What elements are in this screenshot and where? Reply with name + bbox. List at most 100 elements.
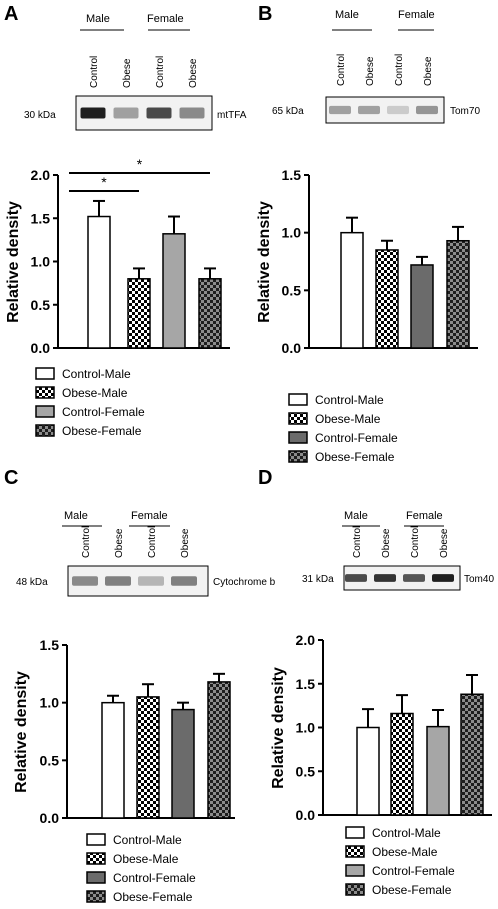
sex-label: Male <box>344 510 368 522</box>
blot-band <box>179 107 205 119</box>
bar-2 <box>390 712 414 816</box>
lane-label: Control <box>352 526 363 558</box>
y-axis-label: Relative density <box>13 671 30 793</box>
y-tick-label: 0.0 <box>296 807 316 823</box>
blot-band <box>113 107 139 119</box>
legend-label: Control-Female <box>113 871 196 885</box>
bar-4 <box>446 239 470 349</box>
lane-label: Obese <box>365 56 376 86</box>
y-tick-label: 0.5 <box>296 763 316 779</box>
blot-band <box>146 107 172 119</box>
bar-4 <box>460 693 484 816</box>
legend-swatch <box>345 883 365 896</box>
y-tick-label: 2.0 <box>296 632 316 648</box>
y-axis-label: Relative density <box>5 201 22 323</box>
bar-1 <box>101 701 125 819</box>
blot-band <box>345 574 367 582</box>
blot-band <box>105 576 131 586</box>
protein-label: Tom70 <box>450 106 480 117</box>
legend-swatch <box>35 405 55 418</box>
legend-label: Obese-Female <box>372 883 452 897</box>
bar-4 <box>207 681 231 819</box>
y-axis-label: Relative density <box>256 201 273 323</box>
legend-swatch <box>35 424 55 437</box>
y-tick-label: 0.0 <box>282 340 302 356</box>
sex-label: Male <box>335 9 359 21</box>
bar-1 <box>87 215 111 349</box>
protein-label: Cytochrome b <box>213 577 276 588</box>
sex-label: Female <box>406 510 443 522</box>
lane-label: Control <box>89 56 100 88</box>
y-tick-label: 1.0 <box>296 720 316 736</box>
legend-label: Control-Male <box>372 826 441 840</box>
legend-label: Control-Male <box>113 833 182 847</box>
y-tick-label: 0.5 <box>40 752 60 768</box>
legend-label: Obese-Female <box>113 890 193 904</box>
significance-star: * <box>137 156 143 172</box>
legend-swatch <box>288 412 308 425</box>
bar-2 <box>127 278 151 349</box>
lane-label: Obese <box>180 528 191 558</box>
lane-label: Control <box>336 54 347 86</box>
y-tick-label: 2.0 <box>31 167 51 183</box>
bar-3 <box>171 708 195 819</box>
lane-label: Obese <box>122 58 133 88</box>
y-tick-label: 0.5 <box>31 297 51 313</box>
panel-letter: B <box>258 3 272 25</box>
blot-band <box>171 576 197 586</box>
protein-label: Tom40 <box>464 574 494 585</box>
legend-label: Obese-Male <box>315 412 381 426</box>
legend-swatch <box>35 386 55 399</box>
bar-4 <box>198 278 222 349</box>
legend-swatch <box>86 871 106 884</box>
lane-label: Control <box>81 526 92 558</box>
legend-swatch <box>288 393 308 406</box>
blot-band <box>329 105 351 115</box>
bar-3 <box>162 233 186 349</box>
legend-swatch <box>345 826 365 839</box>
kda-label: 65 kDa <box>272 106 304 117</box>
blot-band <box>358 105 380 115</box>
legend-label: Obese-Male <box>62 386 128 400</box>
legend-swatch <box>288 450 308 463</box>
panel-D: D Male Female Control Obese Control Obese 31 kD… <box>258 467 494 897</box>
y-tick-label: 0.0 <box>40 810 60 826</box>
blot-band <box>138 576 164 586</box>
legend-swatch <box>345 864 365 877</box>
legend-label: Control-Female <box>62 405 145 419</box>
legend-label: Control-Female <box>315 431 398 445</box>
blot-band <box>432 574 454 582</box>
legend-swatch <box>345 845 365 858</box>
blot-band <box>403 574 425 582</box>
legend-swatch <box>35 367 55 380</box>
lane-label: Control <box>155 56 166 88</box>
legend-label: Control-Male <box>62 367 131 381</box>
y-tick-label: 1.0 <box>282 225 302 241</box>
blot-band <box>387 105 409 115</box>
y-tick-label: 1.5 <box>296 676 316 692</box>
sex-label: Female <box>131 510 168 522</box>
lane-label: Obese <box>188 58 199 88</box>
legend-label: Obese-Female <box>315 450 395 464</box>
lane-label: Obese <box>381 528 392 558</box>
legend-swatch <box>86 833 106 846</box>
bar-3 <box>426 725 450 816</box>
y-tick-label: 1.5 <box>282 167 302 183</box>
legend-label: Control-Female <box>372 864 455 878</box>
panel-A: A Male Female Control Obese Control Obese 30 kD… <box>4 3 247 438</box>
significance-star: * <box>101 174 107 190</box>
y-axis-label: Relative density <box>270 667 287 789</box>
sex-label: Male <box>64 510 88 522</box>
blot-band <box>374 574 396 582</box>
blot-band <box>80 107 106 119</box>
lane-label: Control <box>394 54 405 86</box>
bar-3 <box>410 264 434 349</box>
legend-swatch <box>288 431 308 444</box>
lane-label: Control <box>147 526 158 558</box>
y-tick-label: 1.5 <box>40 637 60 653</box>
blot-band <box>72 576 98 586</box>
kda-label: 30 kDa <box>24 110 56 121</box>
legend-label: Obese-Male <box>372 845 438 859</box>
y-tick-label: 1.0 <box>40 695 60 711</box>
